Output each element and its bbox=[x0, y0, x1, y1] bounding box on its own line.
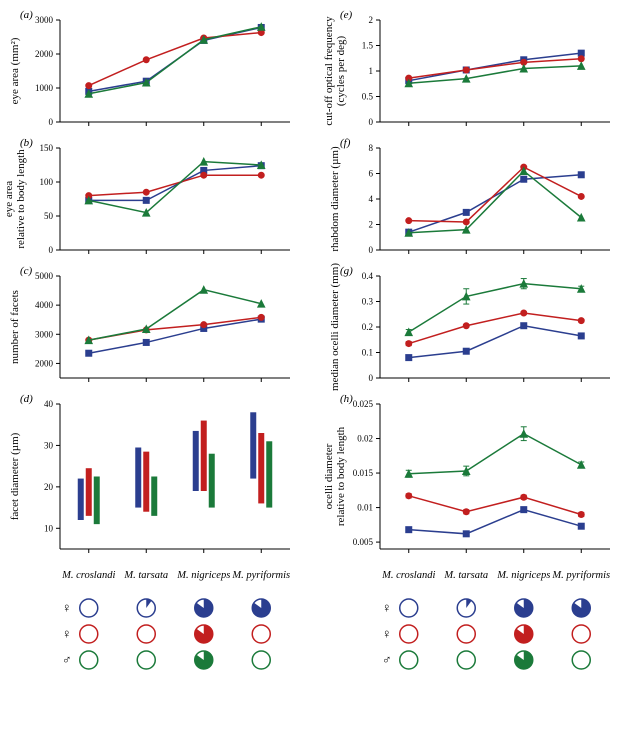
svg-text:0.025: 0.025 bbox=[353, 399, 374, 409]
svg-text:0.1: 0.1 bbox=[362, 348, 373, 358]
svg-text:♀: ♀ bbox=[382, 626, 392, 641]
svg-text:1.5: 1.5 bbox=[362, 41, 374, 51]
svg-text:M. croslandi: M. croslandi bbox=[61, 570, 115, 581]
svg-text:relative to body length: relative to body length bbox=[335, 426, 347, 526]
svg-text:30: 30 bbox=[44, 440, 54, 450]
svg-text:4: 4 bbox=[369, 194, 374, 204]
svg-text:ocelli diameter: ocelli diameter bbox=[323, 443, 335, 509]
svg-text:2000: 2000 bbox=[35, 358, 54, 368]
svg-text:median ocelli diameter (mm): median ocelli diameter (mm) bbox=[329, 263, 341, 391]
svg-text:40: 40 bbox=[44, 399, 54, 409]
svg-text:relative to body length: relative to body length bbox=[15, 149, 27, 249]
svg-text:20: 20 bbox=[44, 482, 54, 492]
svg-text:150: 150 bbox=[40, 143, 54, 153]
svg-text:(e): (e) bbox=[340, 9, 353, 21]
svg-text:0: 0 bbox=[49, 245, 54, 255]
svg-text:(g): (g) bbox=[340, 265, 353, 277]
svg-text:10: 10 bbox=[44, 523, 54, 533]
svg-text:0: 0 bbox=[369, 373, 374, 383]
svg-text:3000: 3000 bbox=[35, 329, 54, 339]
svg-text:M. pyriformis: M. pyriformis bbox=[551, 570, 610, 581]
svg-text:6: 6 bbox=[369, 169, 374, 179]
svg-text:0: 0 bbox=[369, 245, 374, 255]
svg-text:eye area: eye area bbox=[3, 181, 15, 217]
svg-text:M. croslandi: M. croslandi bbox=[381, 570, 435, 581]
svg-text:1000: 1000 bbox=[35, 83, 54, 93]
svg-text:2000: 2000 bbox=[35, 49, 54, 59]
svg-text:(c): (c) bbox=[20, 265, 33, 277]
svg-text:M. pyriformis: M. pyriformis bbox=[231, 570, 290, 581]
svg-text:(a): (a) bbox=[20, 9, 33, 21]
svg-text:♂: ♂ bbox=[62, 652, 72, 667]
chart-figure: 0100020003000(a)eye area (mm²)050100150(… bbox=[0, 0, 640, 729]
svg-text:0.005: 0.005 bbox=[353, 537, 374, 547]
svg-text:(b): (b) bbox=[20, 137, 33, 149]
svg-text:M. tarsata: M. tarsata bbox=[123, 570, 168, 581]
svg-text:0: 0 bbox=[49, 117, 54, 127]
svg-text:(f): (f) bbox=[340, 137, 351, 149]
svg-text:♀: ♀ bbox=[62, 626, 72, 641]
svg-text:eye area (mm²): eye area (mm²) bbox=[9, 37, 21, 104]
svg-text:0.02: 0.02 bbox=[357, 434, 373, 444]
svg-text:100: 100 bbox=[40, 177, 54, 187]
svg-text:2: 2 bbox=[369, 15, 374, 25]
svg-text:0.01: 0.01 bbox=[357, 503, 373, 513]
svg-text:0.015: 0.015 bbox=[353, 468, 374, 478]
svg-text:♀: ♀ bbox=[382, 600, 392, 615]
svg-text:cut-off optical frequency: cut-off optical frequency bbox=[323, 16, 335, 126]
svg-text:4000: 4000 bbox=[35, 300, 54, 310]
svg-text:2: 2 bbox=[369, 220, 374, 230]
svg-text:0.3: 0.3 bbox=[362, 297, 374, 307]
svg-text:0: 0 bbox=[369, 117, 374, 127]
svg-text:M. nigriceps: M. nigriceps bbox=[496, 570, 550, 581]
svg-text:1: 1 bbox=[369, 66, 374, 76]
svg-text:50: 50 bbox=[44, 211, 54, 221]
svg-text:M. nigriceps: M. nigriceps bbox=[176, 570, 230, 581]
svg-text:3000: 3000 bbox=[35, 15, 54, 25]
svg-text:facet diameter (µm): facet diameter (µm) bbox=[9, 432, 21, 520]
svg-text:(h): (h) bbox=[340, 393, 353, 405]
svg-text:♂: ♂ bbox=[382, 652, 392, 667]
svg-text:M. tarsata: M. tarsata bbox=[443, 570, 488, 581]
svg-text:0.4: 0.4 bbox=[362, 271, 374, 281]
svg-text:(cycles per deg): (cycles per deg) bbox=[335, 36, 347, 107]
svg-text:(d): (d) bbox=[20, 393, 33, 405]
svg-text:number of facets: number of facets bbox=[9, 290, 21, 364]
svg-text:8: 8 bbox=[369, 143, 374, 153]
svg-text:0.5: 0.5 bbox=[362, 92, 374, 102]
svg-text:rhabdom diameter (µm): rhabdom diameter (µm) bbox=[329, 146, 341, 252]
svg-text:0.2: 0.2 bbox=[362, 322, 373, 332]
svg-text:♀: ♀ bbox=[62, 600, 72, 615]
svg-text:5000: 5000 bbox=[35, 271, 54, 281]
